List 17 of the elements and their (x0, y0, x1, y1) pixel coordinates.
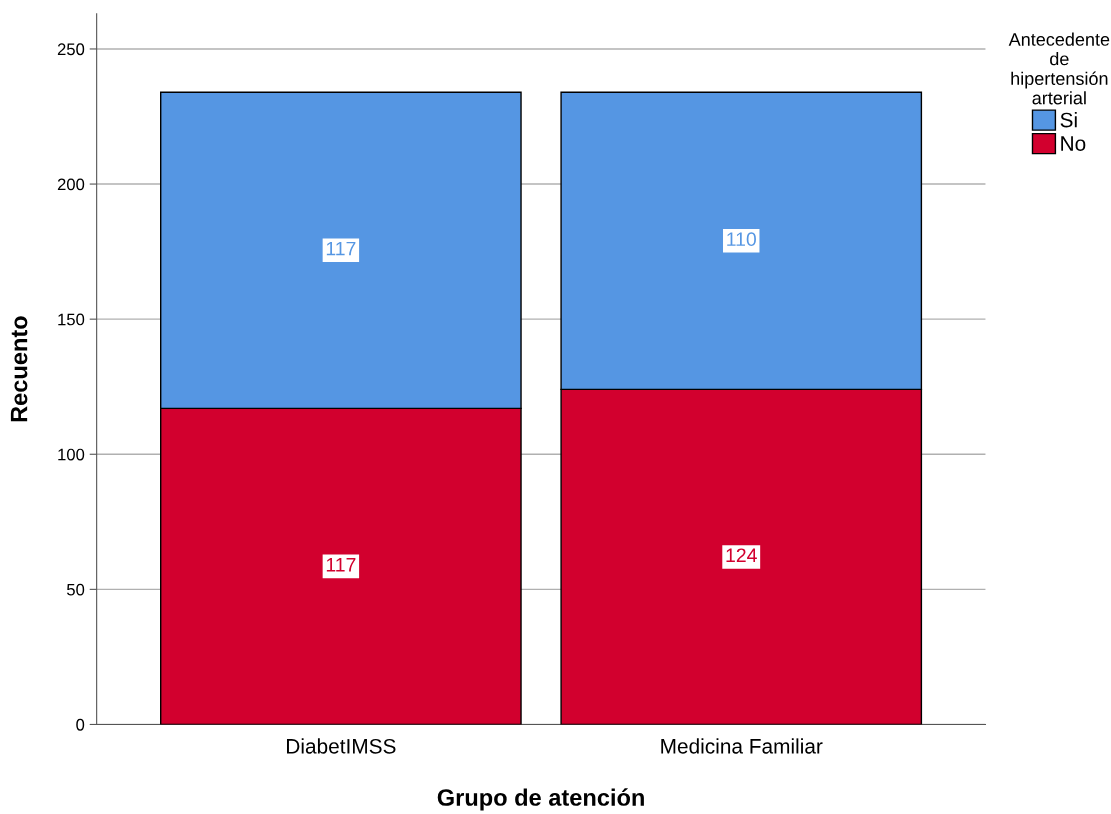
data-label: 110 (727, 232, 756, 247)
y-tick-label: 0 (76, 718, 85, 731)
x-tick-label: Medicina Familiar (661, 738, 823, 754)
y-tick-label: 200 (57, 178, 85, 191)
legend-label: Si (1060, 112, 1077, 128)
y-axis-title: Recuento (10, 316, 28, 422)
data-label: 117 (326, 241, 356, 256)
data-label: 124 (726, 548, 757, 562)
legend-label: No (1061, 136, 1086, 151)
x-tick-label: DiabetIMSS (287, 738, 396, 754)
x-axis-title: Grupo de atención (437, 788, 644, 811)
y-tick-label: 100 (58, 448, 85, 461)
y-tick-label: 50 (66, 583, 85, 596)
data-label: 117 (326, 558, 356, 572)
y-tick-label: 150 (58, 313, 85, 326)
y-tick-label: 250 (57, 43, 85, 56)
legend-title: Antecedente de hipertensión arterial (1008, 32, 1110, 105)
